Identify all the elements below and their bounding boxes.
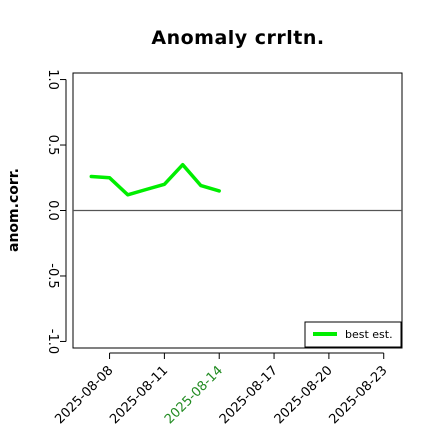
y-tick-label: 0.0 — [45, 200, 60, 221]
legend: best est. — [304, 321, 402, 348]
x-tick-label: 2025-08-17 — [217, 363, 281, 427]
y-axis-title: anom.corr. — [6, 168, 22, 252]
x-axis: 2025-08-082025-08-112025-08-142025-08-17… — [52, 352, 391, 427]
y-tick-label: -1.0 — [45, 329, 60, 354]
y-tick-label: -0.5 — [45, 263, 60, 288]
x-tick-label: 2025-08-23 — [327, 363, 391, 427]
series-group — [89, 162, 221, 197]
x-tick-label: 2025-08-20 — [272, 363, 336, 427]
x-tick-label: 2025-08-08 — [52, 363, 116, 427]
series-line — [89, 162, 221, 197]
legend-label: best est. — [345, 328, 393, 341]
y-tick-label: 1.0 — [45, 69, 60, 90]
y-axis: -1.0 -0.5 0.0 0.5 1.0 — [45, 69, 67, 354]
x-tick-label: 2025-08-11 — [107, 363, 171, 427]
x-tick-label: 2025-08-14 — [162, 363, 226, 427]
y-tick-label: 0.5 — [45, 135, 60, 156]
chart-title: Anomaly crrltn. — [151, 27, 324, 49]
